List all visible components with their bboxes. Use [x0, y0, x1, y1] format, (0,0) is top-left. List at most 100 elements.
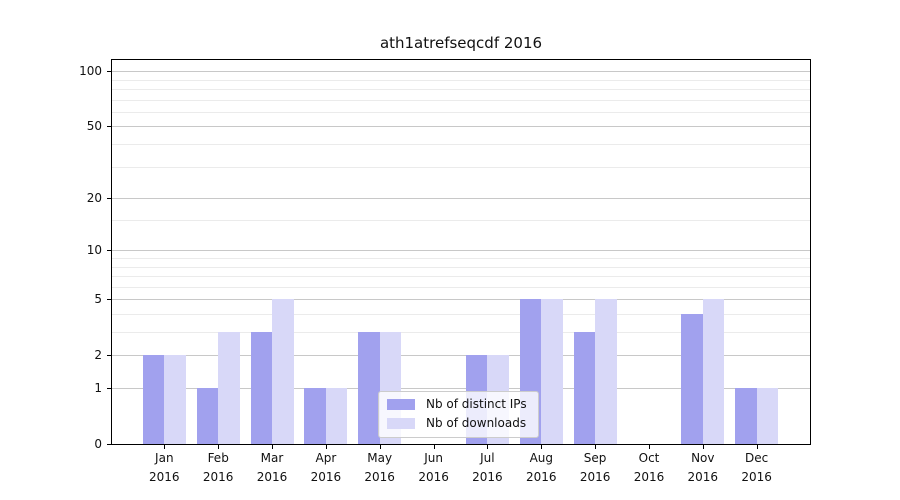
- bar-distinct-ips: [681, 314, 703, 444]
- x-tick-year: 2016: [202, 470, 234, 484]
- minor-gridline: [112, 111, 810, 113]
- bar-downloads: [325, 388, 348, 444]
- x-tick-month: Oct: [638, 451, 660, 465]
- y-tick-label: 100: [79, 64, 102, 79]
- x-tick-label: Aug 2016: [509, 449, 573, 487]
- minor-gridline: [112, 89, 810, 90]
- x-tick-month: Jun: [424, 451, 443, 465]
- y-tick-mark: [107, 444, 112, 445]
- minor-gridline: [112, 266, 810, 268]
- y-tick-mark: [107, 250, 112, 252]
- bar-distinct-ips: [735, 388, 757, 444]
- x-tick-mark: [218, 444, 220, 449]
- x-tick-month: Nov: [691, 451, 715, 465]
- major-gridline: [112, 299, 810, 301]
- plot-area: 0 1 2 5 10 20 50 100 Jan 2016 Feb 2016 Mar 2016 Apr 201…: [79, 60, 810, 484]
- legend-label-downloads: Nb of downloads: [426, 416, 527, 430]
- x-tick-mark: [756, 444, 758, 449]
- x-tick-month: Jul: [480, 451, 495, 465]
- x-tick-month: May: [367, 451, 393, 465]
- minor-gridline: [112, 286, 810, 288]
- minor-gridline: [112, 258, 810, 259]
- y-tick-mark: [107, 388, 112, 389]
- y-tick-label: 20: [86, 191, 102, 206]
- x-tick-month: Mar: [260, 451, 284, 465]
- y-tick-label: 1: [94, 381, 102, 395]
- legend: Nb of distinct IPs Nb of downloads: [378, 391, 539, 438]
- x-tick-mark: [541, 444, 543, 449]
- bar-distinct-ips: [142, 355, 165, 444]
- x-tick-year: 2016: [364, 470, 395, 484]
- x-tick-mark: [487, 444, 489, 449]
- x-tick-mark: [164, 444, 166, 449]
- x-tick-year: 2016: [472, 470, 503, 484]
- x-tick-label: Sep 2016: [563, 449, 627, 487]
- x-tick-label: Jun 2016: [402, 449, 466, 487]
- x-tick-month: Apr: [315, 451, 337, 465]
- bar-downloads: [164, 355, 186, 444]
- x-tick-year: 2016: [149, 470, 180, 484]
- x-tick-label: Nov 2016: [671, 449, 735, 487]
- y-tick-mark: [107, 126, 112, 128]
- bar-distinct-ips: [358, 332, 380, 444]
- x-tick-label: Feb 2016: [186, 449, 250, 487]
- x-tick-month: Sep: [583, 451, 607, 465]
- x-tick-year: 2016: [256, 470, 288, 484]
- x-tick-year: 2016: [526, 470, 557, 484]
- x-tick-label: May 2016: [348, 449, 412, 487]
- minor-gridline: [112, 314, 810, 315]
- legend-swatch-downloads: [387, 418, 415, 429]
- x-tick-year: 2016: [633, 470, 665, 484]
- x-tick-label: Oct 2016: [617, 449, 681, 487]
- x-tick-mark: [649, 444, 650, 449]
- x-tick-label: Mar 2016: [240, 449, 304, 487]
- legend-item-distinct-ips: Nb of distinct IPs: [387, 397, 527, 412]
- bar-distinct-ips: [196, 388, 219, 444]
- x-tick-label: Jan 2016: [132, 449, 196, 487]
- y-tick-mark: [107, 299, 112, 301]
- legend-swatch-distinct-ips: [387, 399, 415, 410]
- major-gridline: [112, 388, 810, 389]
- bar-downloads: [756, 388, 779, 444]
- major-gridline: [112, 250, 810, 252]
- x-tick-label: Jul 2016: [455, 449, 519, 487]
- minor-gridline: [112, 144, 810, 145]
- y-tick-mark: [107, 71, 112, 73]
- bar-distinct-ips: [250, 332, 272, 444]
- legend-label-distinct-ips: Nb of distinct IPs: [426, 397, 527, 411]
- legend-item-downloads: Nb of downloads: [387, 416, 527, 431]
- chart-title: ath1atrefseqcdf 2016: [379, 34, 543, 52]
- bar-distinct-ips: [573, 332, 596, 444]
- x-tick-month: Feb: [207, 451, 229, 465]
- y-tick-label: 0: [94, 437, 102, 451]
- bar-downloads: [218, 332, 240, 444]
- minor-gridline: [112, 79, 810, 81]
- bar-downloads: [595, 299, 617, 444]
- minor-gridline: [112, 166, 810, 168]
- x-tick-year: 2016: [741, 470, 772, 484]
- minor-gridline: [112, 332, 810, 333]
- y-tick-label: 10: [86, 243, 102, 258]
- minor-gridline: [112, 276, 810, 277]
- minor-gridline: [112, 220, 810, 221]
- y-tick-label: 2: [94, 348, 102, 363]
- major-gridline: [112, 71, 810, 73]
- y-tick-label: 50: [86, 119, 102, 134]
- x-tick-year: 2016: [687, 470, 719, 484]
- x-tick-mark: [702, 444, 704, 449]
- y-tick-label: 5: [94, 292, 102, 307]
- x-tick-mark: [433, 444, 435, 449]
- bar-downloads: [272, 299, 294, 444]
- x-tick-mark: [325, 444, 327, 449]
- bar-downloads: [702, 299, 725, 444]
- x-tick-year: 2016: [310, 470, 342, 484]
- x-tick-mark: [272, 444, 273, 449]
- x-tick-month: Jan: [155, 451, 174, 465]
- x-tick-mark: [595, 444, 597, 449]
- minor-gridline: [112, 99, 810, 101]
- y-tick-mark: [107, 198, 112, 200]
- y-tick-mark: [107, 355, 112, 357]
- x-tick-year: 2016: [418, 470, 449, 484]
- bar-distinct-ips: [304, 388, 326, 444]
